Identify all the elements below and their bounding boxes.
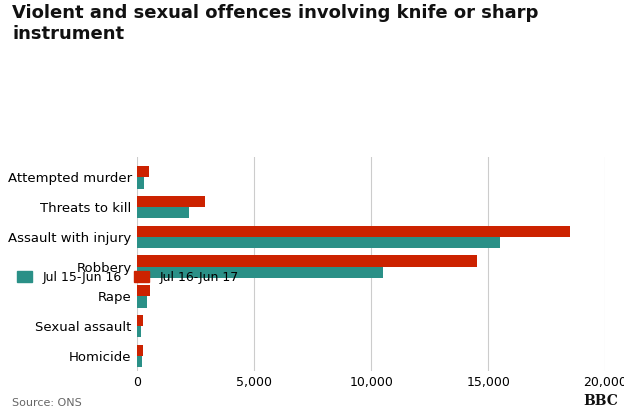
Bar (137, 285, 150, 296)
Bar (137, 356, 142, 367)
Bar (137, 296, 147, 308)
Bar (137, 166, 149, 178)
Text: Source: ONS: Source: ONS (12, 398, 82, 408)
Bar (137, 315, 143, 326)
Bar (137, 237, 500, 248)
Bar (137, 178, 144, 189)
Bar (137, 267, 383, 278)
Text: BBC: BBC (583, 394, 618, 408)
Bar (137, 207, 188, 218)
Bar (137, 255, 477, 267)
Legend: Jul 15-Jun 16, Jul 16-Jun 17: Jul 15-Jun 16, Jul 16-Jun 17 (12, 266, 243, 289)
Bar (137, 326, 141, 337)
Bar (137, 344, 143, 356)
Text: Violent and sexual offences involving knife or sharp
instrument: Violent and sexual offences involving kn… (12, 4, 539, 43)
Bar (137, 226, 570, 237)
Bar (137, 196, 205, 207)
